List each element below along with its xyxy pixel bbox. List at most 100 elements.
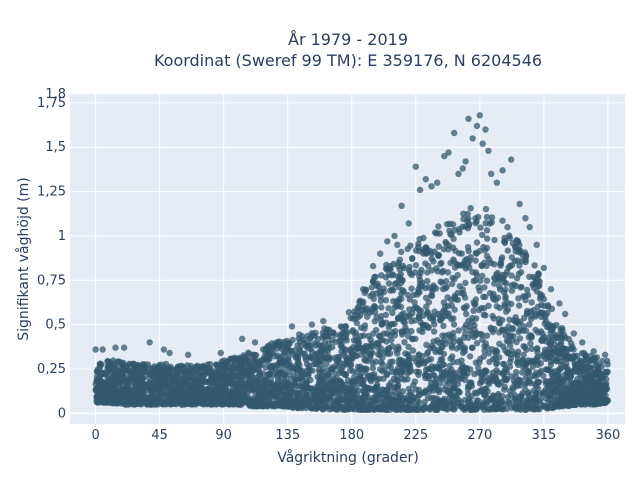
data-point [190,395,198,402]
data-point [505,398,512,406]
data-point [413,358,420,365]
data-point [450,256,457,263]
data-point [371,303,378,311]
data-point [208,397,215,405]
outlier-point [547,286,555,293]
data-point [395,397,402,404]
data-point [183,362,191,369]
data-point [571,386,578,393]
outlier-point [120,344,128,351]
data-point [361,356,368,364]
data-point [499,217,506,224]
data-point [182,380,189,387]
data-point [310,360,317,368]
data-point [385,382,393,389]
data-point [400,358,408,365]
data-point [479,272,486,280]
data-point [395,315,402,322]
data-point [303,404,310,412]
data-point [461,376,469,384]
data-point [107,363,114,371]
outlier-point [369,262,377,270]
data-point [220,401,227,408]
outlier-point [405,220,412,227]
y-tick-label: 1,25 [37,185,66,200]
data-point [565,375,572,382]
data-point [319,334,326,341]
data-point [175,377,182,384]
data-point [442,278,450,285]
data-point [430,394,437,402]
x-tick-label: 225 [403,428,428,443]
data-point [489,392,497,399]
data-point [385,280,393,287]
data-point [420,234,427,242]
data-point [462,330,469,337]
data-point [396,266,404,273]
data-point [295,335,303,342]
data-point [431,308,438,315]
data-point [517,377,524,384]
data-point [424,277,431,285]
data-point [438,404,446,411]
data-point [476,359,483,366]
data-point [536,406,543,413]
outlier-point [217,349,224,357]
data-point [559,327,566,334]
data-point [407,391,415,399]
outlier-point [391,232,398,240]
data-point [489,369,497,376]
y-tick-label: 0 [58,406,66,421]
data-point [208,385,215,392]
data-point [572,401,579,408]
data-point [140,388,147,395]
data-point [543,405,551,412]
data-point [152,371,160,378]
data-point [444,294,451,301]
data-point [386,332,394,339]
x-tick-label: 180 [339,428,364,443]
data-point [482,385,489,393]
data-point [530,273,537,281]
data-point [108,388,115,395]
data-point [213,401,220,408]
outlier-point [476,112,483,119]
data-point [440,299,448,306]
data-point [393,279,400,287]
data-point [494,369,502,376]
outlier-point [462,158,469,165]
data-point [567,345,574,352]
data-point [369,394,377,401]
data-point [578,401,586,408]
outlier-point [540,264,548,272]
data-point [478,373,485,380]
data-point [455,327,462,334]
data-point [407,365,414,373]
data-point [536,390,543,397]
data-point [284,383,292,390]
data-point [480,311,487,318]
data-point [159,374,166,381]
data-point [558,386,565,393]
data-point [502,293,509,300]
data-point [127,368,134,375]
data-point [351,308,358,315]
data-point [428,255,435,262]
data-point [527,340,534,347]
y-top-tick-label: 1,8 [45,87,66,102]
data-point [514,317,521,325]
data-point [535,270,542,278]
data-point [129,376,137,383]
outlier-point [422,176,429,183]
chart-title-line2: Koordinat (Sweref 99 TM): E 359176, N 62… [154,51,542,70]
data-point [421,398,428,406]
data-point [561,354,568,361]
data-point [334,384,342,392]
data-point [285,389,292,396]
data-point [524,286,531,294]
outlier-point [526,223,533,231]
data-point [329,337,336,344]
data-point [364,313,371,320]
data-point [527,332,534,339]
data-point [498,254,506,261]
